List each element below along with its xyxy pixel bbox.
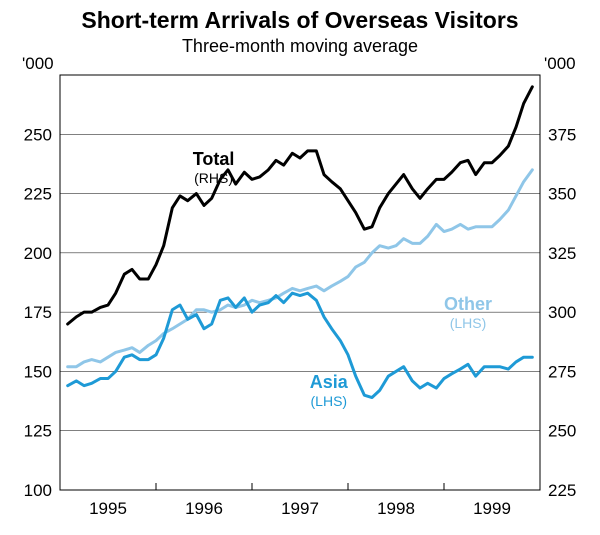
series-total: [68, 87, 533, 324]
y-right-tick-label: 375: [548, 125, 576, 144]
y-right-tick-label: 250: [548, 422, 576, 441]
x-tick-label: 1998: [377, 499, 415, 518]
y-left-tick-label: 200: [24, 244, 52, 263]
y-right-tick-label: 275: [548, 362, 576, 381]
series-label-other: Other(LHS): [444, 294, 492, 331]
y-left-tick-label: 100: [24, 481, 52, 500]
y-right-unit: '000: [544, 54, 576, 73]
chart-subtitle: Three-month moving average: [182, 36, 418, 56]
x-tick-label: 1996: [185, 499, 223, 518]
y-left-unit: '000: [22, 54, 54, 73]
y-left-tick-label: 225: [24, 185, 52, 204]
chart-title: Short-term Arrivals of Overseas Visitors: [81, 7, 518, 33]
series-label-asia: Asia(LHS): [310, 372, 349, 409]
y-right-tick-label: 300: [548, 303, 576, 322]
series-other: [68, 170, 533, 367]
x-tick-label: 1999: [473, 499, 511, 518]
y-left-tick-label: 125: [24, 422, 52, 441]
y-right-tick-label: 350: [548, 185, 576, 204]
y-right-tick-label: 325: [548, 244, 576, 263]
chart-svg: Short-term Arrivals of Overseas Visitors…: [0, 0, 600, 535]
y-left-tick-label: 175: [24, 303, 52, 322]
y-left-tick-label: 250: [24, 125, 52, 144]
x-tick-label: 1997: [281, 499, 319, 518]
y-right-tick-label: 225: [548, 481, 576, 500]
plot-frame: [60, 75, 540, 490]
series-label-total: Total(RHS): [193, 149, 235, 186]
x-tick-label: 1995: [89, 499, 127, 518]
chart-container: Short-term Arrivals of Overseas Visitors…: [0, 0, 600, 535]
y-left-tick-label: 150: [24, 362, 52, 381]
